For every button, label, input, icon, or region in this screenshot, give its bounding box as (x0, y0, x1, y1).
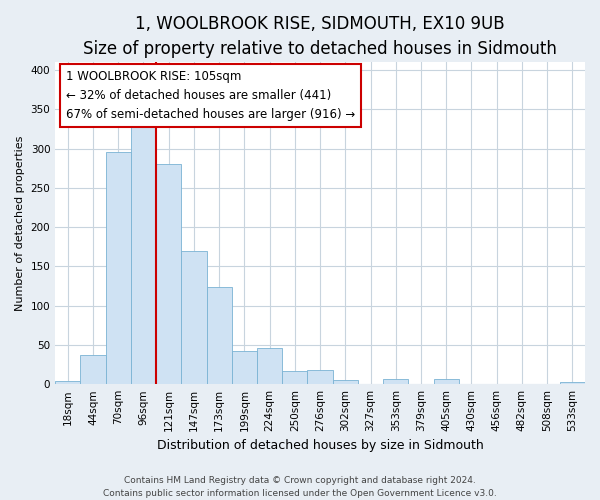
Bar (257, 348, 282, 384)
Bar (560, 382, 585, 384)
Y-axis label: Number of detached properties: Number of detached properties (15, 136, 25, 311)
Bar (80, 355, 106, 384)
Bar (307, 370, 332, 384)
Bar (206, 287, 232, 384)
Bar (232, 351, 257, 384)
Bar (282, 371, 307, 384)
Bar (383, 380, 409, 384)
Text: Contains HM Land Registry data © Crown copyright and database right 2024.
Contai: Contains HM Land Registry data © Crown c… (103, 476, 497, 498)
Bar (181, 250, 206, 384)
Bar (55, 381, 80, 384)
Title: 1, WOOLBROOK RISE, SIDMOUTH, EX10 9UB
Size of property relative to detached hous: 1, WOOLBROOK RISE, SIDMOUTH, EX10 9UB Si… (83, 15, 557, 58)
Bar (106, 152, 131, 384)
Text: 1 WOOLBROOK RISE: 105sqm
← 32% of detached houses are smaller (441)
67% of semi-: 1 WOOLBROOK RISE: 105sqm ← 32% of detach… (66, 70, 355, 122)
Bar (332, 380, 358, 384)
Bar (434, 378, 459, 384)
Bar (131, 125, 156, 384)
X-axis label: Distribution of detached houses by size in Sidmouth: Distribution of detached houses by size … (157, 440, 484, 452)
Bar (156, 164, 181, 384)
